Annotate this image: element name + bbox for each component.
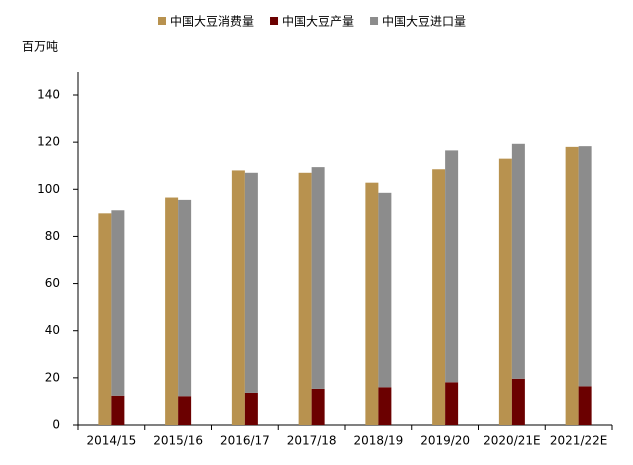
bar [578,146,592,387]
x-tick-label: 2014/15 [86,434,136,448]
bar [511,378,525,425]
y-tick-label: 80 [45,229,60,243]
y-tick-label: 140 [37,88,60,102]
bar [165,197,179,425]
x-tick-label: 2017/18 [287,434,337,448]
y-tick-label: 60 [45,276,60,290]
y-tick-label: 20 [45,370,60,384]
bar [298,172,312,425]
bar [111,395,125,425]
bar [498,158,512,425]
bar [365,182,379,425]
bar [445,150,459,383]
x-tick-label: 2018/19 [353,434,403,448]
bar [178,396,192,425]
bar [565,146,579,425]
y-tick-label: 100 [37,182,60,196]
bar [578,386,592,425]
bar [432,169,446,425]
legend-label: 中国大豆消费量 [170,14,254,29]
bar [311,167,325,389]
x-tick-label: 2016/17 [220,434,270,448]
x-tick-label: 2015/16 [153,434,203,448]
x-tick-label: 2019/20 [420,434,470,448]
legend-swatch [270,17,279,25]
bar [311,388,325,425]
bar [98,213,112,425]
bar [244,172,258,393]
legend-swatch [158,17,166,25]
bar [511,143,525,379]
legend-swatch [370,17,379,25]
x-tick-label: 2020/21E [483,434,540,448]
bar [244,392,258,425]
bar [378,192,392,388]
y-tick-label: 40 [45,323,60,337]
bar [378,387,392,425]
y-tick-label: 120 [37,135,60,149]
bar [231,170,245,425]
y-tick-label: 0 [52,418,60,432]
bar [178,199,192,397]
y-axis-label: 百万吨 [22,40,58,54]
legend-label: 中国大豆产量 [282,14,354,29]
bar [445,382,459,425]
bar [111,210,125,396]
x-tick-label: 2021/22E [550,434,607,448]
legend-label: 中国大豆进口量 [382,14,466,29]
